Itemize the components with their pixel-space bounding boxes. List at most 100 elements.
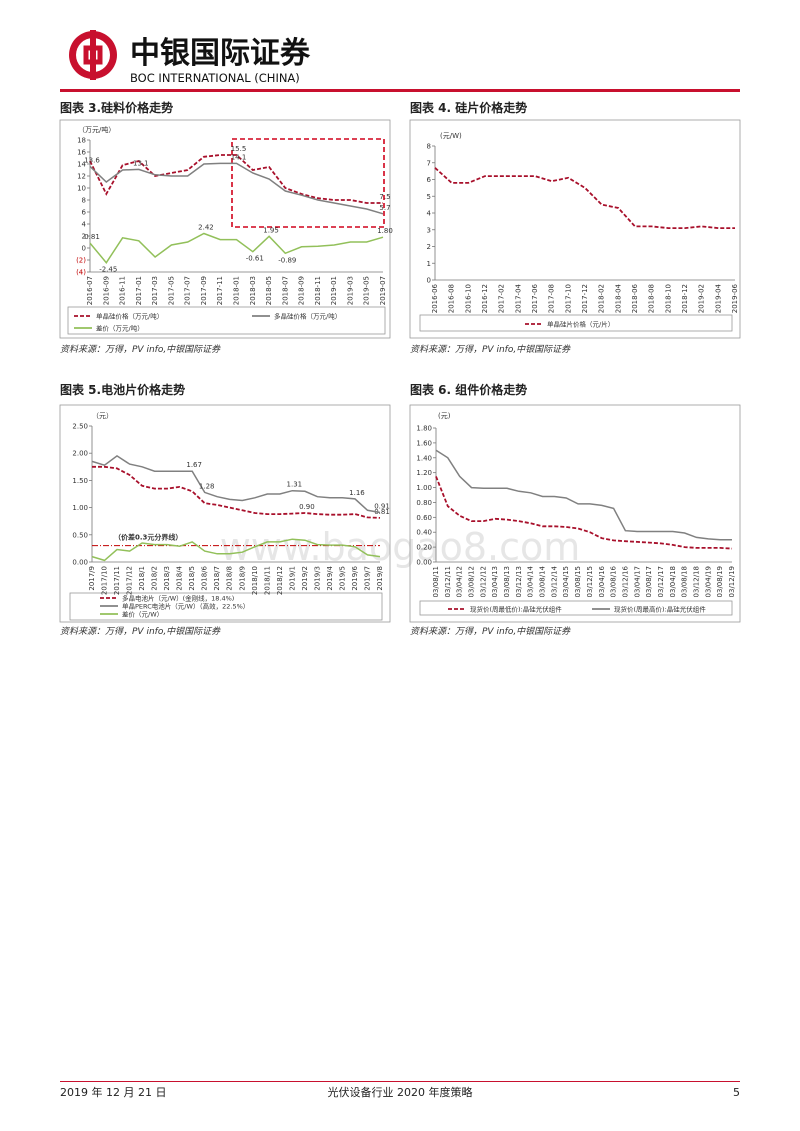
x-tick-label: 2019-05 <box>363 276 371 305</box>
figure-frame <box>59 404 391 623</box>
data-label: 1.95 <box>263 226 279 234</box>
x-tick-label: 2017-05 <box>167 276 175 305</box>
x-tick-label: 2016-11 <box>119 276 127 305</box>
x-tick-label: 2018/3 <box>163 566 171 591</box>
x-tick-label: 2018-05 <box>265 276 273 305</box>
x-tick-label: 2018-09 <box>298 276 306 305</box>
x-tick-label: 03/04/18 <box>669 566 677 597</box>
data-label: 1.67 <box>186 461 202 469</box>
data-label: 0.81 <box>84 233 100 241</box>
legend-label: 单晶PERC电池片（元/W）（高效，22.5%） <box>122 602 249 611</box>
y-axis-title: （元） <box>92 412 113 420</box>
x-tick-label: 2016-08 <box>448 284 456 313</box>
x-tick-label: 03/12/14 <box>550 565 558 597</box>
y-tick-label: 1.50 <box>72 477 88 485</box>
legend-label: 多晶硅价格（万元/吨） <box>274 312 341 321</box>
x-tick-label: 2017-09 <box>200 276 208 305</box>
x-tick-label: 03/04/14 <box>527 565 535 597</box>
x-tick-label: 03/12/18 <box>692 566 700 597</box>
x-tick-label: 2018/8 <box>226 566 234 591</box>
y-tick-label: 2.50 <box>72 423 88 431</box>
chart: （元） 0.00 0.50 1.00 1.50 2.00 2.50 2017/9 2017/10… <box>72 412 389 619</box>
data-label: 0.81 <box>374 508 390 516</box>
data-label: 15.5 <box>231 145 247 153</box>
x-tick-label: 2019-03 <box>346 276 354 305</box>
series-line <box>435 476 733 550</box>
x-tick-label: 2017/9 <box>88 566 96 591</box>
y-tick-label: (4) <box>76 269 86 277</box>
x-tick-label: 2017-10 <box>564 284 572 313</box>
data-label: 7.5 <box>379 193 390 201</box>
figure-caption: 图表 5.电池片价格走势 <box>60 382 185 397</box>
x-tick-label: 2017/12 <box>126 566 134 595</box>
x-tick-label: 2019/3 <box>313 566 321 591</box>
x-tick-label: 2017-08 <box>548 284 556 313</box>
series-line <box>89 232 384 264</box>
y-tick-label: 0.60 <box>416 514 432 522</box>
series-line <box>434 167 735 229</box>
x-tick-label: 03/08/13 <box>503 566 511 597</box>
y-tick-label: 1.00 <box>416 484 432 492</box>
x-tick-label: 2017-04 <box>514 283 522 313</box>
x-tick-label: 03/12/15 <box>586 566 594 597</box>
chart: (元/W) 0 1 2 3 4 5 6 7 8 2016-06 2016-08 2016-10 2016-… <box>427 132 739 329</box>
chart: （万元/吨） (4) (2) 0 2 4 6 8 10 12 14 16 18 2016-07 2016-0… <box>74 125 393 333</box>
logo-bar <box>90 30 96 80</box>
x-tick-label: 2017-11 <box>216 276 224 305</box>
data-label: -2.45 <box>99 266 117 274</box>
legend-frame <box>67 306 386 335</box>
x-tick-label: 2018-11 <box>314 276 322 305</box>
figure-frame <box>409 119 741 339</box>
x-tick-label: 2017-07 <box>184 276 192 305</box>
y-tick-label: 0.20 <box>416 544 432 552</box>
x-tick-label: 2018/2 <box>151 566 159 591</box>
x-tick-label: 2017-01 <box>135 276 143 305</box>
x-tick-label: 2018/12 <box>276 566 284 595</box>
y-tick-label: 0 <box>82 245 86 253</box>
x-tick-label: 2017-02 <box>498 284 506 313</box>
y-tick-label: 10 <box>77 185 86 193</box>
legend-frame <box>69 592 383 621</box>
x-tick-label: 03/04/19 <box>704 566 712 597</box>
x-tick-label: 03/08/17 <box>645 566 653 597</box>
x-tick-label: 03/08/19 <box>716 566 724 597</box>
x-tick-label: 2018-06 <box>631 283 639 313</box>
legend-label: 单晶硅价格（万元/吨） <box>96 312 163 321</box>
x-tick-label: 2016-09 <box>102 276 110 305</box>
y-tick-label: 1 <box>427 260 431 268</box>
x-tick-label: 2017-03 <box>151 276 159 305</box>
x-tick-label: 2018-01 <box>233 276 241 305</box>
header-rule <box>60 89 740 92</box>
legend-label: 多晶电池片（元/W）(金刚线，18.4%) <box>122 594 234 603</box>
chart: (元) 0.00 0.20 0.40 0.60 0.80 1.00 1.20 1.40 1.60 1… <box>416 412 736 614</box>
x-tick-label: 03/08/16 <box>610 565 618 597</box>
legend-frame <box>419 600 733 616</box>
data-label: 1.31 <box>287 481 303 489</box>
x-tick-label: 03/12/13 <box>515 566 523 597</box>
x-tick-label: 03/04/13 <box>491 566 499 597</box>
x-tick-label: 2018/11 <box>263 566 271 595</box>
x-tick-label: 2018-04 <box>614 283 622 313</box>
x-tick-label: 2018-07 <box>281 276 289 305</box>
y-tick-label: 16 <box>77 149 86 157</box>
y-tick-label: 8 <box>82 197 86 205</box>
data-label: 14.1 <box>231 153 247 161</box>
figure-caption: 图表 4. 硅片价格走势 <box>410 100 527 115</box>
x-tick-label: 03/04/15 <box>562 566 570 597</box>
series-line <box>435 449 732 541</box>
y-tick-label: 3 <box>427 226 431 234</box>
y-tick-label: 6 <box>427 176 432 184</box>
reference-label: （价差0.3元分界线） <box>114 533 182 542</box>
x-tick-label: 2018/9 <box>238 566 246 591</box>
x-tick-label: 2016-10 <box>464 284 472 313</box>
header: 中银国际证券 BOC INTERNATIONAL (CHINA) <box>60 30 740 92</box>
series-line <box>91 454 381 514</box>
y-tick-label: 0.80 <box>416 499 432 507</box>
highlight-box <box>231 138 385 228</box>
data-label: 0.90 <box>299 503 315 511</box>
y-tick-label: 0 <box>427 277 431 285</box>
x-tick-label: 2019/8 <box>376 566 384 591</box>
data-label: 2.42 <box>198 223 214 231</box>
legend-frame <box>419 314 733 332</box>
figure-caption: 图表 3.硅料价格走势 <box>60 100 173 115</box>
